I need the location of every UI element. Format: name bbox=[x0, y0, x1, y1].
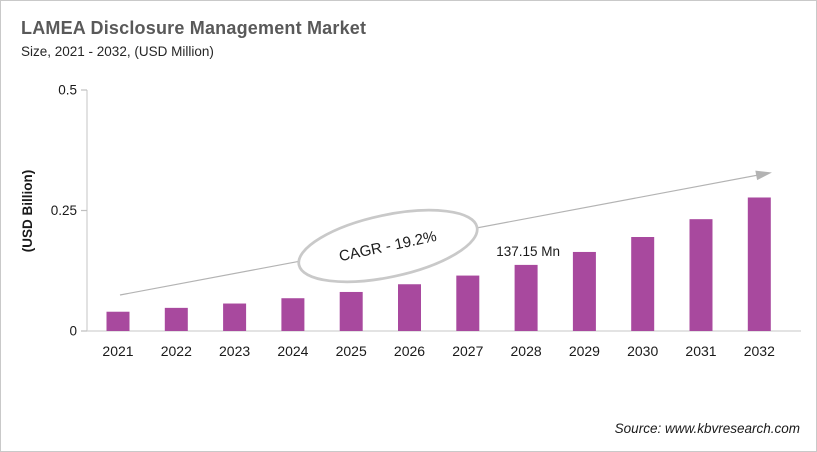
x-tick-label: 2032 bbox=[744, 343, 775, 359]
bar-2022 bbox=[164, 307, 188, 331]
x-tick-label: 2031 bbox=[685, 343, 716, 359]
bar-2030 bbox=[631, 237, 655, 331]
bar-2024 bbox=[281, 298, 305, 331]
bar-2031 bbox=[689, 219, 713, 331]
x-tick-label: 2021 bbox=[102, 343, 133, 359]
bar-2021 bbox=[106, 311, 130, 331]
chart-title: LAMEA Disclosure Management Market bbox=[21, 18, 367, 38]
x-tick-label: 2022 bbox=[161, 343, 192, 359]
bar-2028 bbox=[514, 264, 538, 331]
data-point-label: 137.15 Mn bbox=[496, 244, 560, 259]
bar-2027 bbox=[456, 275, 480, 331]
x-tick-label: 2025 bbox=[336, 343, 367, 359]
trend-arrow-head bbox=[755, 170, 772, 181]
y-tick-label: 0 bbox=[69, 324, 77, 339]
bar-2029 bbox=[572, 251, 596, 331]
y-axis-title: (USD Billion) bbox=[20, 170, 35, 253]
x-tick-label: 2030 bbox=[627, 343, 658, 359]
bar-2025 bbox=[339, 291, 363, 331]
y-tick-label: 0.25 bbox=[51, 203, 77, 218]
x-tick-label: 2024 bbox=[277, 343, 308, 359]
x-tick-label: 2027 bbox=[452, 343, 483, 359]
cagr-ellipse bbox=[297, 208, 479, 284]
x-tick-label: 2023 bbox=[219, 343, 250, 359]
source-attribution: Source: www.kbvresearch.com bbox=[614, 421, 800, 436]
x-tick-label: 2029 bbox=[569, 343, 600, 359]
x-tick-label: 2026 bbox=[394, 343, 425, 359]
bar-2026 bbox=[398, 284, 421, 331]
chart-header: LAMEA Disclosure Management Market Size,… bbox=[21, 15, 366, 62]
y-tick-label: 0.5 bbox=[58, 83, 77, 98]
chart-subtitle: Size, 2021 - 2032, (USD Million) bbox=[21, 44, 214, 59]
bar-2032 bbox=[747, 197, 771, 331]
bar-2023 bbox=[223, 303, 247, 331]
x-tick-label: 2028 bbox=[511, 343, 542, 359]
